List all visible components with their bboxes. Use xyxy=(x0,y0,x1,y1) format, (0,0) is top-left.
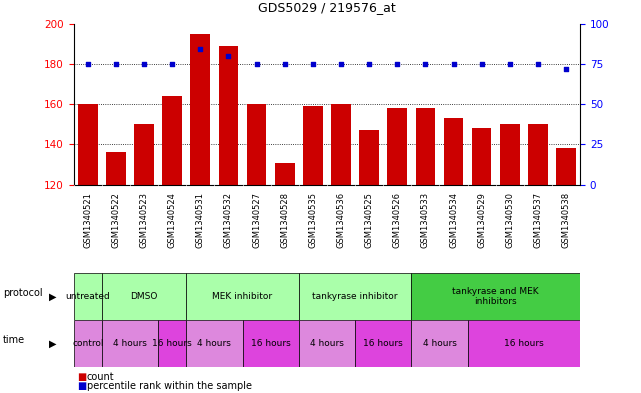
Bar xyxy=(158,320,187,367)
Bar xyxy=(78,104,97,393)
Text: 4 hours: 4 hours xyxy=(310,340,344,348)
Point xyxy=(449,61,459,67)
Text: DMSO: DMSO xyxy=(130,292,158,301)
Bar xyxy=(412,320,467,367)
Text: 4 hours: 4 hours xyxy=(422,340,456,348)
Text: ■: ■ xyxy=(77,372,86,382)
Bar xyxy=(106,152,126,393)
Bar xyxy=(162,96,182,393)
Text: untreated: untreated xyxy=(65,292,110,301)
Bar xyxy=(299,273,412,320)
Text: 16 hours: 16 hours xyxy=(363,340,403,348)
Text: GSM1340523: GSM1340523 xyxy=(140,192,149,248)
Text: tankyrase and MEK
inhibitors: tankyrase and MEK inhibitors xyxy=(453,287,539,307)
Text: MEK inhibitor: MEK inhibitor xyxy=(212,292,272,301)
Bar xyxy=(275,163,295,393)
Text: GDS5029 / 219576_at: GDS5029 / 219576_at xyxy=(258,1,395,14)
Point xyxy=(392,61,403,67)
Text: GSM1340524: GSM1340524 xyxy=(168,192,177,248)
Bar xyxy=(190,34,210,393)
Bar xyxy=(412,273,580,320)
Text: GSM1340521: GSM1340521 xyxy=(83,192,92,248)
Point xyxy=(167,61,178,67)
Bar xyxy=(74,320,102,367)
Bar xyxy=(134,124,154,393)
Bar xyxy=(102,320,158,367)
Text: count: count xyxy=(87,372,114,382)
Bar xyxy=(303,106,322,393)
Bar xyxy=(247,104,267,393)
Point xyxy=(111,61,121,67)
Bar xyxy=(500,124,520,393)
Text: GSM1340537: GSM1340537 xyxy=(533,192,542,248)
Bar xyxy=(387,108,407,393)
Point xyxy=(561,66,571,72)
Text: control: control xyxy=(72,340,104,348)
Bar xyxy=(331,104,351,393)
Text: GSM1340522: GSM1340522 xyxy=(112,192,121,248)
Bar xyxy=(242,320,299,367)
Text: GSM1340536: GSM1340536 xyxy=(337,192,345,248)
Point xyxy=(251,61,262,67)
Text: ▶: ▶ xyxy=(49,292,57,302)
Text: GSM1340534: GSM1340534 xyxy=(449,192,458,248)
Text: percentile rank within the sample: percentile rank within the sample xyxy=(87,381,251,391)
Point xyxy=(364,61,374,67)
Point xyxy=(420,61,431,67)
Bar xyxy=(415,108,435,393)
Bar xyxy=(102,273,187,320)
Point xyxy=(279,61,290,67)
Bar xyxy=(556,149,576,393)
Text: 4 hours: 4 hours xyxy=(197,340,231,348)
Bar xyxy=(467,320,580,367)
Point xyxy=(308,61,318,67)
Text: GSM1340529: GSM1340529 xyxy=(477,192,486,248)
Text: GSM1340532: GSM1340532 xyxy=(224,192,233,248)
Point xyxy=(223,53,233,59)
Text: GSM1340538: GSM1340538 xyxy=(562,192,570,248)
Text: GSM1340533: GSM1340533 xyxy=(421,192,430,248)
Text: GSM1340530: GSM1340530 xyxy=(505,192,514,248)
Text: GSM1340535: GSM1340535 xyxy=(308,192,317,248)
Text: 4 hours: 4 hours xyxy=(113,340,147,348)
Text: ▶: ▶ xyxy=(49,339,57,349)
Text: 16 hours: 16 hours xyxy=(153,340,192,348)
Text: 16 hours: 16 hours xyxy=(251,340,290,348)
Point xyxy=(504,61,515,67)
Bar xyxy=(219,46,238,393)
Bar xyxy=(528,124,548,393)
Text: 16 hours: 16 hours xyxy=(504,340,544,348)
Text: GSM1340527: GSM1340527 xyxy=(252,192,261,248)
Bar xyxy=(355,320,412,367)
Point xyxy=(139,61,149,67)
Text: GSM1340528: GSM1340528 xyxy=(280,192,289,248)
Bar xyxy=(472,128,492,393)
Text: GSM1340525: GSM1340525 xyxy=(365,192,374,248)
Point xyxy=(533,61,543,67)
Point xyxy=(476,61,487,67)
Bar xyxy=(444,118,463,393)
Point xyxy=(336,61,346,67)
Text: protocol: protocol xyxy=(3,288,43,298)
Text: time: time xyxy=(3,335,26,345)
Text: GSM1340531: GSM1340531 xyxy=(196,192,205,248)
Text: tankyrase inhibitor: tankyrase inhibitor xyxy=(312,292,398,301)
Point xyxy=(195,46,205,53)
Point xyxy=(83,61,93,67)
Text: GSM1340526: GSM1340526 xyxy=(393,192,402,248)
Bar xyxy=(187,320,242,367)
Bar xyxy=(74,273,102,320)
Bar xyxy=(299,320,355,367)
Bar xyxy=(359,130,379,393)
Bar xyxy=(187,273,299,320)
Text: ■: ■ xyxy=(77,381,86,391)
